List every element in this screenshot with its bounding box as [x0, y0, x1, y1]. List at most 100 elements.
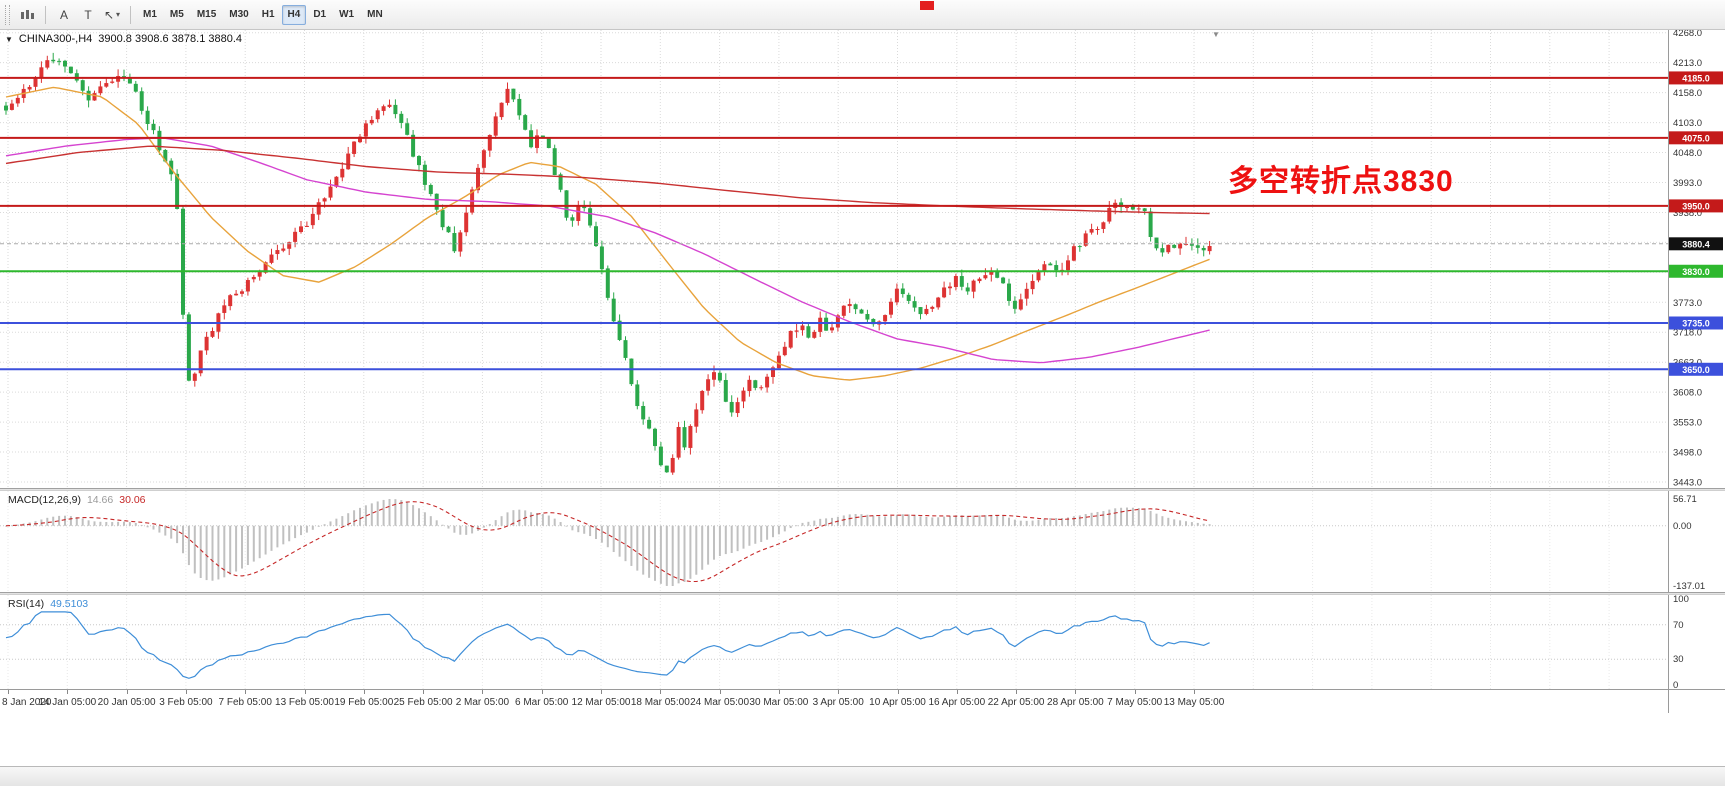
- macd-axis-label: -137.01: [1673, 581, 1705, 592]
- x-axis-label: 18 Mar 05:00: [630, 697, 690, 708]
- x-axis-label: 7 May 05:00: [1107, 697, 1163, 708]
- timeframe-h4[interactable]: H4: [281, 4, 307, 25]
- text-tool-button[interactable]: T: [76, 4, 100, 26]
- toolbar-separator: [130, 5, 131, 24]
- x-axis-label: 13 May 05:00: [1163, 697, 1225, 708]
- x-axis-tick: [304, 690, 306, 694]
- svg-text:3650.0: 3650.0: [1682, 365, 1710, 375]
- toolbar-grip[interactable]: [5, 4, 10, 25]
- ma-line-long-red: [5, 145, 1210, 215]
- price-axis-label: 4158.0: [1673, 88, 1702, 99]
- ma-line-medium-orange: [5, 86, 1210, 381]
- x-axis-tick: [1134, 690, 1136, 694]
- x-axis-label: 13 Feb 05:00: [275, 697, 334, 708]
- macd-panel-canvas[interactable]: 56.71 0.00 -137.01: [0, 491, 1725, 592]
- x-axis-tick: [1075, 690, 1077, 694]
- rsi-panel-canvas[interactable]: 100 70 30 0: [0, 595, 1725, 689]
- price-tag: 3830.0: [1669, 264, 1723, 278]
- timeframe-d1[interactable]: D1: [307, 5, 332, 25]
- price-tag: 3735.0: [1669, 316, 1723, 330]
- x-axis-label: 14 Jan 05:00: [38, 697, 97, 708]
- timeframe-m30[interactable]: M30: [223, 5, 254, 25]
- x-axis-label: 28 Apr 05:00: [1047, 697, 1104, 708]
- x-axis-tick: [363, 690, 365, 694]
- timeframe-w1[interactable]: W1: [333, 5, 360, 25]
- svg-text:4075.0: 4075.0: [1682, 133, 1710, 143]
- x-axis-label: 19 Feb 05:00: [334, 697, 394, 708]
- chart-text-annotation: 多空转折点3830: [1228, 165, 1454, 198]
- x-axis-label: 6 Mar 05:00: [515, 697, 569, 708]
- chart-type-button[interactable]: [15, 4, 39, 26]
- x-axis-label: 16 Apr 05:00: [928, 697, 986, 708]
- timeframe-m15[interactable]: M15: [191, 5, 222, 25]
- macd-name: MACD(12,26,9): [8, 494, 81, 506]
- bar-chart-icon: [21, 9, 34, 19]
- timeframe-mn[interactable]: MN: [361, 5, 389, 25]
- x-axis-tick: [1194, 690, 1195, 694]
- toolbar-separator: [45, 5, 46, 24]
- rsi-grid: [0, 595, 1668, 689]
- panel-separator[interactable]: [0, 488, 1725, 491]
- x-axis-tick: [8, 690, 9, 694]
- macd-signal-value: 30.06: [119, 494, 146, 506]
- svg-text:3830.0: 3830.0: [1682, 267, 1710, 277]
- status-bar: [0, 766, 1725, 786]
- timeframe-h1[interactable]: H1: [256, 5, 281, 25]
- time-axis: 8 Jan 2020 14 Jan 05:00 20 Jan 05:00 3 Feb …: [0, 689, 1725, 713]
- rsi-line: [5, 611, 1210, 679]
- x-axis-label: 3 Apr 05:00: [812, 697, 864, 708]
- arrow-tool-icon: ↖: [103, 7, 115, 22]
- price-tag: 3950.0: [1669, 199, 1723, 213]
- price-tag: 4075.0: [1669, 131, 1723, 145]
- x-axis-tick: [601, 690, 602, 694]
- chevron-down-icon: ▾: [116, 10, 121, 19]
- main-chart-canvas[interactable]: 4268.0 4213.0 4158.0 4103.0 4048.0 3993.0 3938…: [0, 30, 1725, 488]
- rsi-value: 49.5103: [50, 598, 89, 610]
- text-label-icon: A: [59, 7, 68, 22]
- price-axis-label: 4268.0: [1673, 30, 1702, 39]
- x-axis-tick: [719, 690, 721, 694]
- chart-shift-marker: ▼: [1212, 30, 1220, 39]
- horizontal-lines: [0, 76, 1668, 371]
- expander-icon[interactable]: ▼: [5, 34, 13, 44]
- x-axis-tick: [778, 690, 780, 694]
- red-indicator-badge: [920, 1, 934, 10]
- x-axis-tick: [897, 690, 899, 694]
- price-axis-label: 4213.0: [1673, 58, 1702, 69]
- chart-window: 4268.0 4213.0 4158.0 4103.0 4048.0 3993.0 3938…: [0, 30, 1725, 713]
- x-axis-label: 20 Jan 05:00: [97, 697, 156, 708]
- svg-text:3950.0: 3950.0: [1682, 201, 1710, 211]
- x-axis-tick: [423, 690, 425, 694]
- chart-ohlc-header: ▼ CHINA300-,H4 3900.8 3908.6 3878.1 3880…: [5, 33, 242, 45]
- x-axis-tick: [126, 690, 128, 694]
- x-axis-tick: [245, 690, 247, 694]
- x-axis-label: 22 Apr 05:00: [987, 697, 1045, 708]
- timeframe-m1[interactable]: M1: [137, 5, 163, 25]
- x-axis-label: 24 Mar 05:00: [690, 697, 750, 708]
- x-axis-tick: [482, 690, 484, 694]
- timeframe-m5[interactable]: M5: [164, 5, 190, 25]
- x-axis-tick: [541, 690, 543, 694]
- x-axis-label: 8 Jan 2020: [2, 697, 52, 708]
- svg-text:4185.0: 4185.0: [1682, 73, 1710, 83]
- price-axis: 4268.0 4213.0 4158.0 4103.0 4048.0 3993.0 3938…: [1668, 30, 1702, 488]
- drawing-tools-button[interactable]: ↖ ▾: [100, 4, 124, 26]
- toolbar: A T ↖ ▾ M1 M5 M15 M30 H1 H4 D1 W1 MN: [0, 0, 1725, 30]
- candles: [4, 52, 1212, 475]
- rsi-axis-label: 30: [1673, 654, 1684, 665]
- price-axis-label: 3773.0: [1673, 298, 1702, 309]
- rsi-axis: 100 70 30 0: [1668, 595, 1689, 689]
- x-axis-label: 7 Feb 05:00: [218, 697, 272, 708]
- macd-signal-line: [5, 501, 1210, 583]
- price-axis-label: 3443.0: [1673, 478, 1702, 488]
- price-axis-label: 3608.0: [1673, 388, 1702, 399]
- text-label-tool-button[interactable]: A: [52, 4, 76, 26]
- price-axis-label: 4103.0: [1673, 118, 1702, 129]
- panel-separator[interactable]: [0, 592, 1725, 595]
- axis-separator-line: [1668, 690, 1669, 713]
- macd-grid: [0, 491, 1668, 592]
- svg-text:3735.0: 3735.0: [1682, 318, 1710, 328]
- rsi-indicator-label: RSI(14) 49.5103: [8, 598, 88, 610]
- x-axis-label: 3 Feb 05:00: [159, 697, 213, 708]
- x-axis-label: 12 Mar 05:00: [571, 697, 631, 708]
